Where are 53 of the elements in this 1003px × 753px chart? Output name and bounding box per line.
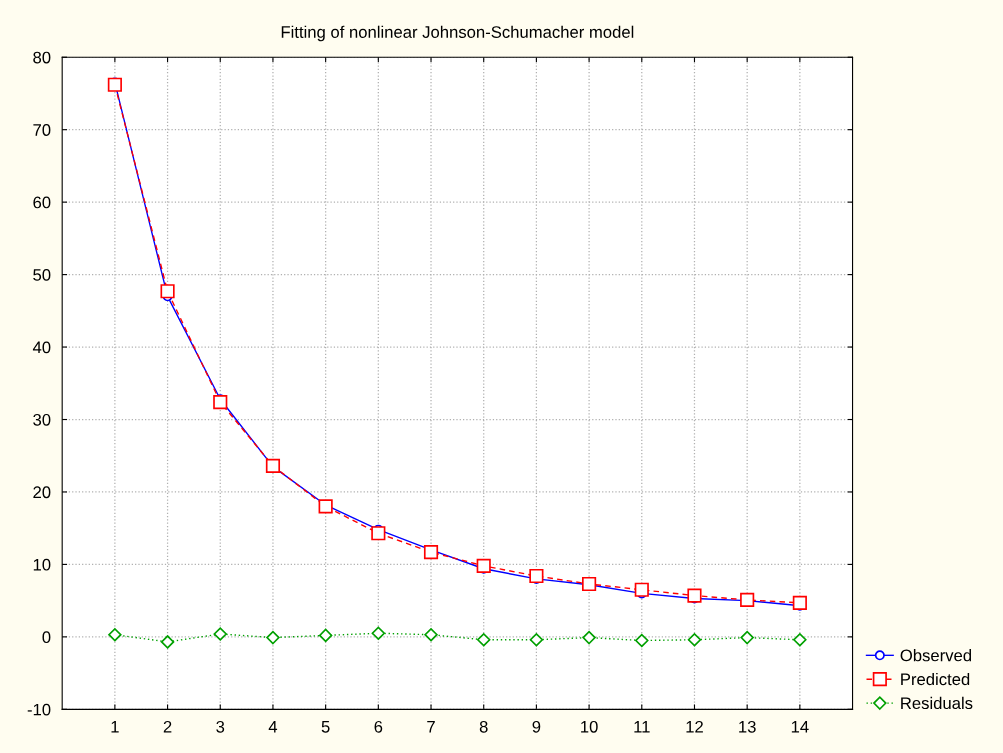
y-tick-label: 40 (32, 341, 51, 354)
y-tick-label: 60 (33, 196, 51, 209)
point (371, 526, 386, 541)
y-tick-label: 50 (33, 269, 51, 281)
point (423, 545, 439, 560)
point (160, 284, 175, 299)
point (529, 568, 544, 584)
x-tick-label: 10 (581, 720, 598, 733)
point (793, 633, 807, 647)
point (687, 633, 702, 647)
y-tick-label: 70 (33, 124, 51, 136)
legend-label: Predicted (901, 672, 970, 686)
x-tick-label: 12 (686, 720, 703, 733)
point (740, 630, 754, 645)
y-tick-label: 0 (42, 631, 51, 644)
point (266, 630, 280, 645)
point (107, 77, 122, 92)
y-tick-label: 30 (33, 413, 51, 426)
legend-label: Observed (900, 649, 972, 662)
x-tick-label: 7 (427, 721, 435, 733)
x-tick-label: 6 (374, 720, 383, 733)
point (635, 633, 649, 648)
point (108, 627, 122, 642)
point (213, 627, 227, 641)
y-tick-label: 80 (33, 51, 51, 64)
x-tick-label: 2 (163, 720, 172, 733)
x-tick-label: 8 (479, 720, 488, 733)
point (634, 582, 649, 597)
point (792, 595, 807, 610)
y-tick-label: 20 (33, 486, 51, 499)
x-tick-label: 9 (532, 720, 541, 733)
x-tick-label: 13 (739, 720, 756, 733)
point (476, 633, 491, 647)
point (318, 628, 333, 643)
point (318, 499, 333, 514)
x-tick-label: 4 (268, 721, 278, 733)
y-tick-label: -10 (27, 703, 51, 716)
x-tick-label: 11 (634, 721, 650, 733)
x-tick-label: 14 (791, 721, 809, 733)
point (582, 630, 596, 645)
x-tick-label: 5 (321, 721, 330, 733)
point (529, 633, 544, 647)
point (160, 635, 175, 649)
point (371, 626, 386, 640)
x-tick-label: 1 (111, 721, 119, 733)
y-tick-label: 10 (33, 558, 51, 571)
x-tick-label: 3 (216, 720, 225, 733)
point (424, 627, 438, 642)
point (476, 558, 491, 573)
chart-title: Fitting of nonlinear Johnson-Schumacher model (281, 25, 634, 42)
legend-label: Residuals (901, 696, 973, 710)
point (687, 588, 702, 603)
point (213, 395, 228, 410)
